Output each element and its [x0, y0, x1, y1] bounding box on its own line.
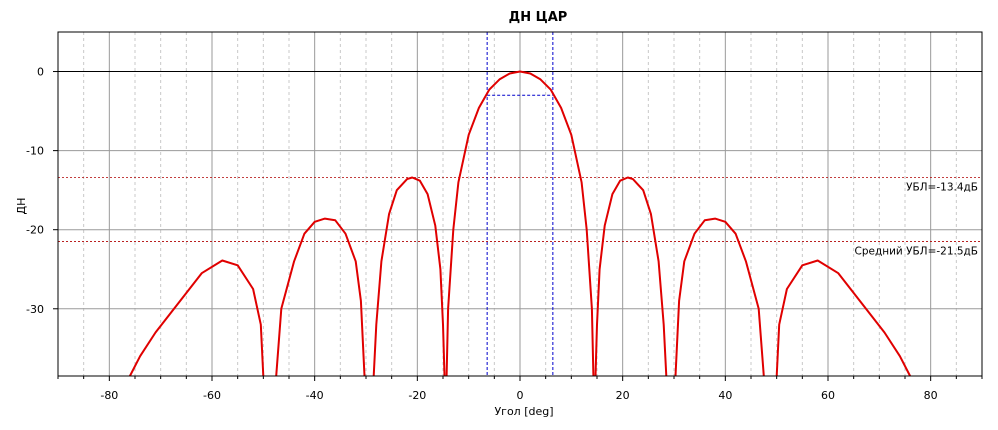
- y-axis-label: ДН: [15, 198, 28, 215]
- x-tick-label: 0: [517, 389, 524, 402]
- x-tick-label: 20: [616, 389, 630, 402]
- y-axis-ticks: 0 -10 -20 -30: [26, 66, 58, 316]
- series-line: [129, 70, 911, 377]
- x-axis-ticks: -80 -60 -40 -20 0 20 40 60 80: [57, 376, 983, 402]
- x-tick-label: 60: [821, 389, 835, 402]
- x-axis-label: Угол [deg]: [494, 405, 553, 418]
- major-grid: [58, 32, 982, 376]
- y-tick-label: -30: [26, 303, 44, 316]
- x-tick-label: 80: [924, 389, 938, 402]
- x-tick-label: 40: [718, 389, 732, 402]
- chart-title: ДН ЦАР: [509, 10, 568, 25]
- y-tick-label: 0: [37, 66, 44, 79]
- x-tick-label: -60: [203, 389, 221, 402]
- y-tick-label: -20: [26, 224, 44, 237]
- avg-sll-label: Средний УБЛ=-21.5дБ: [855, 246, 979, 258]
- x-tick-label: -20: [408, 389, 426, 402]
- x-tick-label: -40: [306, 389, 324, 402]
- sll-label: УБЛ=-13.4дБ: [906, 182, 978, 194]
- annotations: УБЛ=-13.4дБ Средний УБЛ=-21.5дБ: [58, 32, 982, 376]
- y-tick-label: -10: [26, 145, 44, 158]
- x-tick-label: -80: [100, 389, 118, 402]
- series: [129, 70, 911, 377]
